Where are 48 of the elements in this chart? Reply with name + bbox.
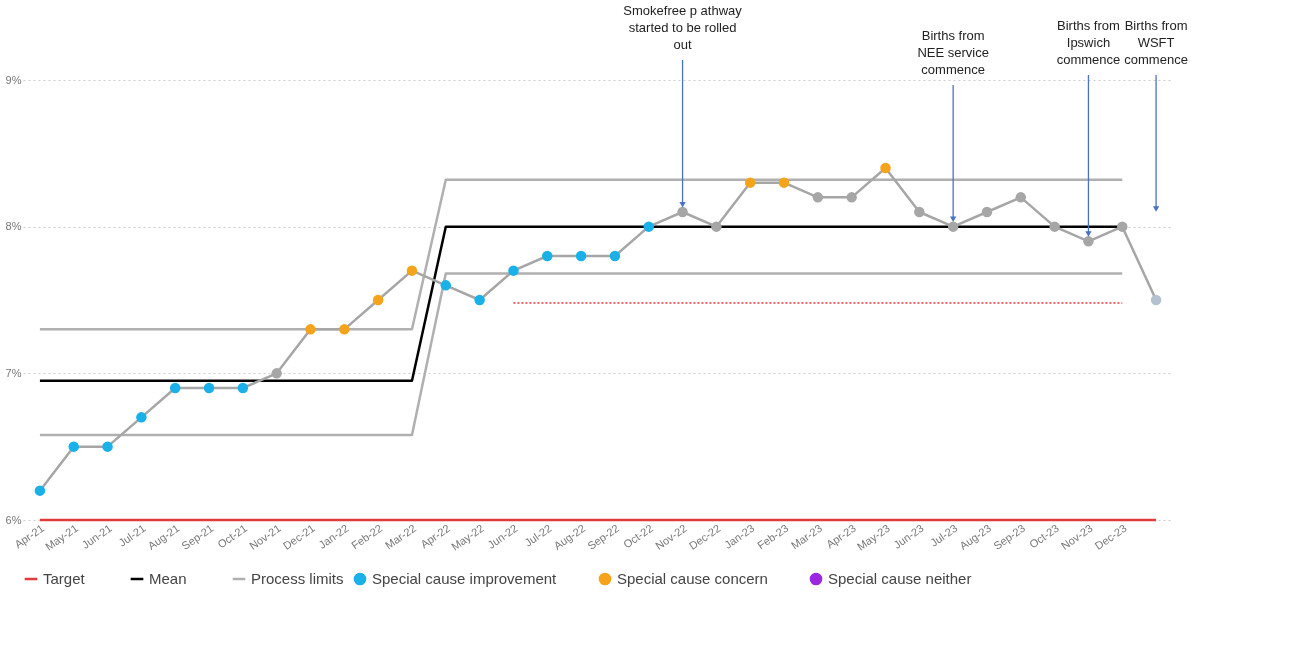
point xyxy=(406,265,418,276)
point xyxy=(711,221,722,232)
point xyxy=(609,250,621,262)
point xyxy=(68,441,79,452)
point xyxy=(643,221,654,232)
legend-label: Special cause concern xyxy=(617,570,768,587)
point xyxy=(237,382,249,394)
point xyxy=(102,441,113,452)
point xyxy=(812,192,824,203)
point xyxy=(203,382,215,394)
legend-label: Special cause neither xyxy=(828,570,972,587)
y-tick-label: 7% xyxy=(5,366,22,379)
point xyxy=(305,324,316,335)
legend-label: Special cause improvement xyxy=(372,570,558,587)
point xyxy=(169,382,181,394)
point xyxy=(981,206,993,218)
point xyxy=(778,177,790,188)
y-tick-label: 6% xyxy=(5,513,22,526)
point xyxy=(339,324,350,335)
point xyxy=(1015,192,1027,203)
point xyxy=(440,280,452,291)
point xyxy=(1083,236,1094,247)
y-tick-label: 9% xyxy=(5,73,22,86)
annotation: Smokefree p athway started to be rolled out xyxy=(623,3,743,52)
legend-label: Mean xyxy=(149,570,187,587)
point xyxy=(914,206,925,218)
annotation: Births from NEE service commence xyxy=(917,28,989,77)
point xyxy=(372,294,384,306)
point xyxy=(744,177,756,188)
text: Births from WSFT commence xyxy=(1124,18,1188,67)
point xyxy=(1150,294,1162,306)
point xyxy=(474,294,485,306)
point xyxy=(677,206,688,218)
point xyxy=(136,412,147,423)
annotation: Births from Ipswich commence xyxy=(1056,18,1121,67)
legend-label: Process limits xyxy=(251,570,344,587)
point xyxy=(846,192,857,203)
point xyxy=(271,368,282,379)
point xyxy=(947,221,959,232)
point xyxy=(1117,221,1128,232)
legend-label: Target xyxy=(43,570,86,587)
point xyxy=(34,485,46,496)
point xyxy=(1049,221,1060,232)
y-tick-label: 8% xyxy=(5,220,22,233)
point xyxy=(508,265,519,276)
point xyxy=(575,250,587,262)
point xyxy=(542,250,553,262)
point xyxy=(880,162,891,174)
